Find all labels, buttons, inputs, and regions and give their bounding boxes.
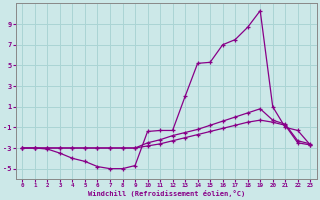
X-axis label: Windchill (Refroidissement éolien,°C): Windchill (Refroidissement éolien,°C) bbox=[88, 190, 245, 197]
